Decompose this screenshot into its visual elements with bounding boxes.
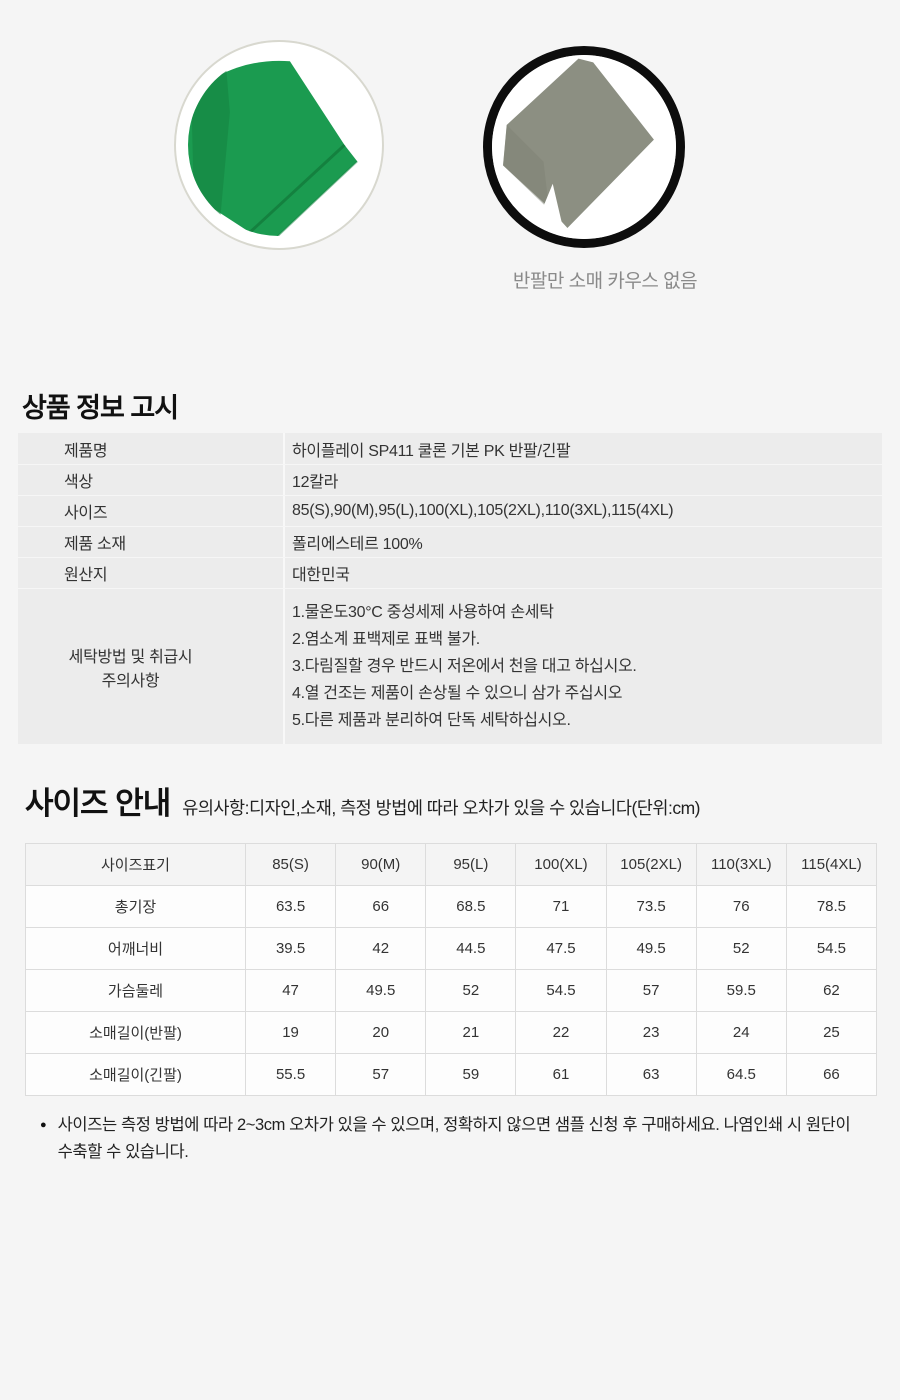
size-table-header-cell: 95(L): [425, 843, 517, 886]
care-line: 2.염소계 표백제로 표백 불가.: [292, 631, 480, 648]
size-row-label: 소매길이(반팔): [25, 1011, 246, 1054]
size-row-label: 소매길이(긴팔): [25, 1053, 246, 1096]
size-cell: 22: [515, 1011, 607, 1054]
size-cell: 55.5: [244, 1053, 337, 1096]
size-table-header-cell: 사이즈표기: [25, 843, 246, 886]
size-cell: 61: [515, 1053, 607, 1096]
info-label: 제품 소재: [18, 527, 285, 557]
size-cell: 59: [425, 1053, 517, 1096]
size-table-header-cell: 90(M): [335, 843, 427, 886]
info-value: 하이플레이 SP411 쿨론 기본 PK 반팔/긴팔: [292, 442, 571, 460]
size-table-header-cell: 115(4XL): [785, 843, 878, 886]
info-row-product-name: 제품명 하이플레이 SP411 쿨론 기본 PK 반팔/긴팔: [18, 433, 882, 464]
size-table-header-cell: 100(XL): [515, 843, 607, 886]
size-cell: 20: [335, 1011, 427, 1054]
care-line: 3.다림질할 경우 반드시 저온에서 천을 대고 하십시오.: [292, 658, 637, 675]
table-row: 총기장 63.5 66 68.5 71 73.5 76 78.5: [25, 885, 878, 928]
size-cell: 66: [785, 1053, 878, 1096]
size-guide-header: 사이즈 안내 유의사항:디자인,소재, 측정 방법에 따라 오차가 있을 수 있…: [25, 784, 900, 824]
size-cell: 42: [335, 927, 427, 970]
info-row-origin: 원산지 대한민국: [18, 557, 882, 588]
info-label: 제품명: [18, 433, 285, 464]
care-label: 세탁방법 및 취급시 주의사항: [18, 589, 285, 744]
info-row-color: 색상 12칼라: [18, 464, 882, 495]
info-value: 12칼라: [292, 474, 339, 491]
size-cell: 24: [695, 1011, 787, 1054]
care-line: 4.열 건조는 제품이 손상될 수 있으니 삼가 주십시오: [292, 685, 623, 702]
size-row-label: 가슴둘레: [25, 969, 246, 1012]
size-cell: 57: [605, 969, 697, 1012]
size-cell: 62: [785, 969, 878, 1012]
size-cell: 52: [695, 927, 787, 970]
table-row: 어깨너비 39.5 42 44.5 47.5 49.5 52 54.5: [25, 927, 878, 970]
care-label-line2: 주의사항: [101, 672, 160, 690]
info-label: 색상: [18, 465, 285, 495]
size-cell: 25: [785, 1011, 878, 1054]
size-cell: 21: [425, 1011, 517, 1054]
size-cell: 68.5: [425, 885, 517, 928]
care-label-line1: 세탁방법 및 취급시: [68, 648, 193, 666]
table-row: 소매길이(긴팔) 55.5 57 59 61 63 64.5 66: [25, 1053, 878, 1096]
size-footnote: ● 사이즈는 측정 방법에 따라 2~3cm 오차가 있을 수 있으며, 정확하…: [40, 1112, 878, 1166]
size-cell: 66: [335, 885, 427, 928]
info-label: 사이즈: [18, 496, 285, 526]
size-cell: 23: [605, 1011, 697, 1054]
green-sleeve-photo: [176, 42, 382, 248]
size-cell: 47: [244, 969, 337, 1012]
size-cell: 78.5: [785, 885, 878, 928]
gray-sleeve-photo: [483, 46, 685, 248]
size-cell: 63: [605, 1053, 697, 1096]
size-table-header-cell: 110(3XL): [695, 843, 787, 886]
size-cell: 64.5: [695, 1053, 787, 1096]
bullet-icon: ●: [40, 1119, 47, 1131]
green-sleeve-illustration: [188, 54, 370, 236]
care-instructions: 1.물온도30°C 중성세제 사용하여 손세탁 2.염소계 표백제로 표백 불가…: [285, 589, 882, 744]
hero-section: 반팔만 소매 카우스 없음: [0, 0, 900, 320]
size-cell: 44.5: [425, 927, 517, 970]
size-cell: 54.5: [515, 969, 607, 1012]
table-row: 가슴둘레 47 49.5 52 54.5 57 59.5 62: [25, 969, 878, 1012]
size-guide-title: 사이즈 안내: [25, 786, 171, 821]
product-info-table: 제품명 하이플레이 SP411 쿨론 기본 PK 반팔/긴팔 색상 12칼라 사…: [18, 433, 882, 744]
hero-caption: 반팔만 소매 카우스 없음: [512, 271, 698, 292]
size-cell: 49.5: [335, 969, 427, 1012]
size-cell: 59.5: [695, 969, 787, 1012]
size-cell: 63.5: [244, 885, 337, 928]
size-guide-note: 유의사항:디자인,소재, 측정 방법에 따라 오차가 있을 수 있습니다(단위:…: [182, 798, 700, 818]
size-table-header-cell: 105(2XL): [605, 843, 697, 886]
size-table: 사이즈표기 85(S) 90(M) 95(L) 100(XL) 105(2XL)…: [25, 843, 878, 1096]
size-table-header-row: 사이즈표기 85(S) 90(M) 95(L) 100(XL) 105(2XL)…: [25, 843, 878, 886]
size-cell: 71: [515, 885, 607, 928]
size-row-label: 어깨너비: [25, 927, 246, 970]
info-value: 대한민국: [292, 567, 350, 584]
size-cell: 19: [244, 1011, 337, 1054]
care-line: 1.물온도30°C 중성세제 사용하여 손세탁: [292, 604, 554, 621]
size-row-label: 총기장: [25, 885, 246, 928]
size-footnote-text: 사이즈는 측정 방법에 따라 2~3cm 오차가 있을 수 있으며, 정확하지 …: [57, 1116, 851, 1161]
info-label: 원산지: [18, 558, 285, 588]
size-cell: 47.5: [515, 927, 607, 970]
size-table-header-cell: 85(S): [244, 843, 337, 886]
product-notice-title: 상품 정보 고시: [22, 393, 179, 423]
gray-sleeve-illustration: [492, 55, 676, 239]
size-cell: 57: [335, 1053, 427, 1096]
size-cell: 39.5: [244, 927, 337, 970]
size-cell: 73.5: [605, 885, 697, 928]
care-line: 5.다른 제품과 분리하여 단독 세탁하십시오.: [292, 712, 571, 729]
size-cell: 49.5: [605, 927, 697, 970]
size-cell: 52: [425, 969, 517, 1012]
size-cell: 54.5: [785, 927, 878, 970]
info-row-material: 제품 소재 폴리에스테르 100%: [18, 526, 882, 557]
info-row-care: 세탁방법 및 취급시 주의사항 1.물온도30°C 중성세제 사용하여 손세탁 …: [18, 588, 882, 744]
info-row-size: 사이즈 85(S),90(M),95(L),100(XL),105(2XL),1…: [18, 495, 882, 526]
info-value: 85(S),90(M),95(L),100(XL),105(2XL),110(3…: [292, 502, 674, 519]
size-cell: 76: [695, 885, 787, 928]
info-value: 폴리에스테르 100%: [292, 536, 423, 553]
table-row: 소매길이(반팔) 19 20 21 22 23 24 25: [25, 1011, 878, 1054]
